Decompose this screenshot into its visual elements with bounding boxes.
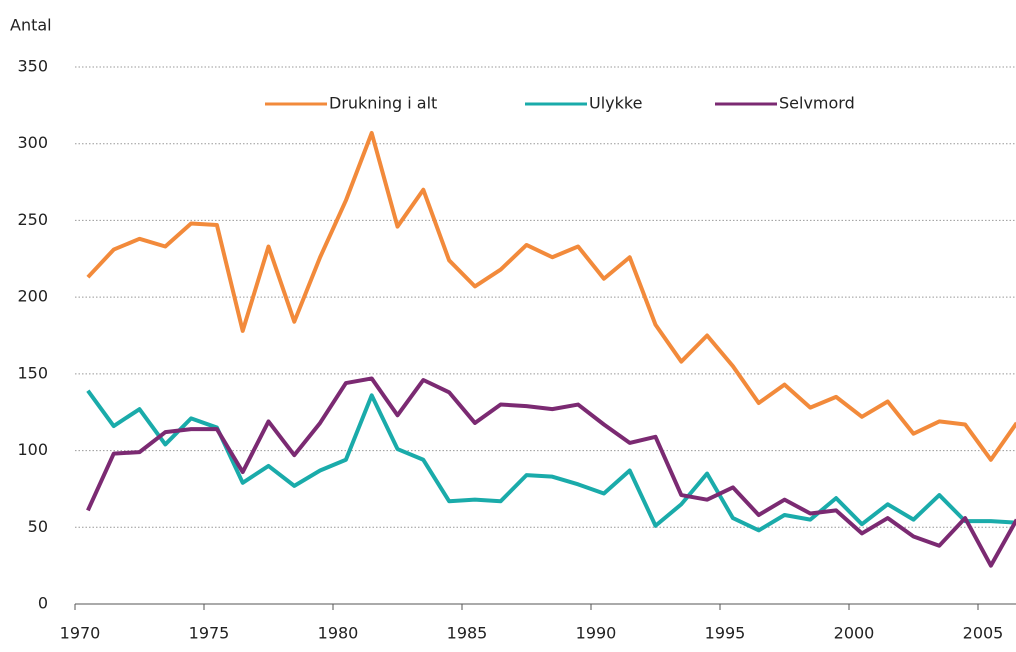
x-tick-label: 2000 [834, 624, 875, 643]
legend-label: Drukning i alt [329, 94, 437, 113]
x-tick-label: 1990 [576, 624, 617, 643]
x-tick-label: 1985 [447, 624, 488, 643]
x-tick-label: 1995 [705, 624, 746, 643]
y-axis-label: Antal [10, 16, 52, 35]
x-tick-label: 2005 [963, 624, 1004, 643]
legend-label: Ulykke [589, 94, 642, 113]
x-tick-label: 1970 [60, 624, 101, 643]
y-tick-label: 50 [28, 517, 48, 536]
line-series [86, 376, 1016, 568]
y-tick-label: 250 [17, 210, 48, 229]
x-tick-label: 1975 [189, 624, 230, 643]
legend-label: Selvmord [779, 94, 855, 113]
y-tick-label: 0 [38, 594, 48, 613]
y-tick-label: 100 [17, 440, 48, 459]
line-series [86, 389, 1016, 533]
y-tick-label: 150 [17, 363, 48, 382]
line-series [86, 130, 1016, 462]
y-tick-label: 200 [17, 287, 48, 306]
y-tick-label: 300 [17, 133, 48, 152]
y-tick-label: 350 [17, 57, 48, 76]
x-tick-label: 1980 [318, 624, 359, 643]
